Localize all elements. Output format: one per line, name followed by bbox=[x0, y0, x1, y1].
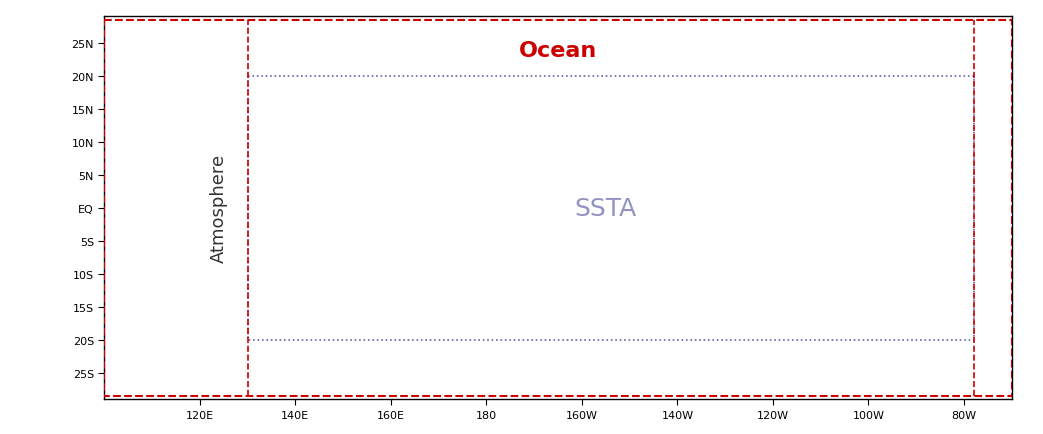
Text: Ocean: Ocean bbox=[518, 41, 598, 61]
Text: SSTA: SSTA bbox=[575, 196, 637, 220]
Text: Atmosphere: Atmosphere bbox=[210, 154, 228, 263]
